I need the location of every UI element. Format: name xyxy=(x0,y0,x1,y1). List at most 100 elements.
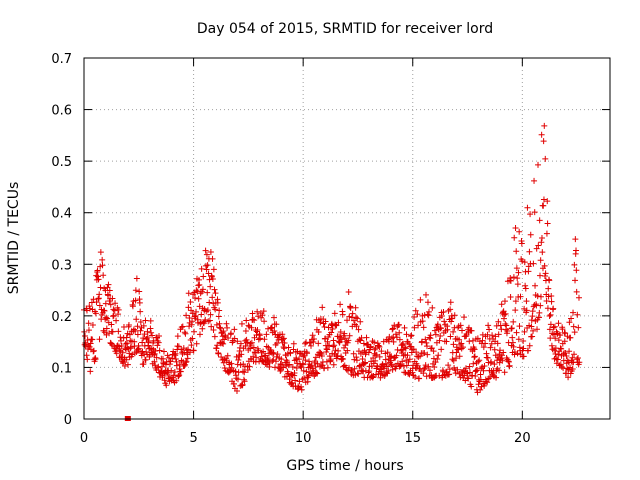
data-point xyxy=(503,322,510,329)
data-point xyxy=(259,312,266,319)
data-point xyxy=(126,331,133,338)
data-point xyxy=(447,306,454,313)
data-point xyxy=(202,247,209,254)
data-point xyxy=(438,313,445,320)
data-point xyxy=(117,334,124,341)
data-point xyxy=(322,318,329,325)
data-point xyxy=(86,303,93,310)
data-point xyxy=(182,359,189,366)
data-point xyxy=(338,336,345,343)
data-point xyxy=(191,328,198,335)
data-point xyxy=(411,314,418,321)
data-point xyxy=(250,344,257,351)
data-point xyxy=(475,358,482,365)
data-point xyxy=(502,321,509,328)
data-point xyxy=(300,367,307,374)
data-point xyxy=(353,323,360,330)
data-point xyxy=(207,283,214,290)
data-point xyxy=(457,322,464,329)
data-point xyxy=(317,349,324,356)
data-point xyxy=(425,308,432,315)
data-point xyxy=(270,356,277,363)
data-point xyxy=(238,351,245,358)
data-point xyxy=(109,295,116,302)
data-point xyxy=(204,289,211,296)
data-point xyxy=(317,319,324,326)
data-point xyxy=(403,331,410,338)
data-point xyxy=(89,321,96,328)
data-point xyxy=(346,332,353,339)
data-point xyxy=(261,336,268,343)
data-point xyxy=(210,327,217,334)
data-point xyxy=(105,281,112,288)
data-point xyxy=(521,259,528,266)
data-point xyxy=(315,328,322,335)
data-point xyxy=(559,326,566,333)
data-point xyxy=(529,313,536,320)
data-point xyxy=(337,301,344,308)
data-point xyxy=(104,315,111,322)
data-point xyxy=(273,340,280,347)
data-points xyxy=(81,122,583,421)
data-point xyxy=(447,299,454,306)
data-point xyxy=(199,286,206,293)
data-point xyxy=(518,240,525,247)
data-point xyxy=(224,324,231,331)
data-point xyxy=(401,369,408,376)
data-point xyxy=(156,332,163,339)
data-point xyxy=(570,309,577,316)
data-point xyxy=(488,358,495,365)
data-point xyxy=(489,332,496,339)
data-point xyxy=(96,336,103,343)
data-point xyxy=(554,356,561,363)
data-point xyxy=(195,295,202,302)
data-point xyxy=(87,340,94,347)
y-axis-title: SRMTID / TECUs xyxy=(6,182,22,295)
data-point xyxy=(494,340,501,347)
data-point xyxy=(96,291,103,298)
data-point xyxy=(106,287,113,294)
data-point xyxy=(510,318,517,325)
data-point xyxy=(420,324,427,331)
data-point xyxy=(558,345,565,352)
data-point xyxy=(508,325,515,332)
data-point xyxy=(492,333,499,340)
y-tick-label: 0.5 xyxy=(51,155,72,170)
data-point xyxy=(405,370,412,377)
data-point xyxy=(190,347,197,354)
data-point xyxy=(161,377,168,384)
data-point xyxy=(542,270,549,277)
data-point xyxy=(512,307,519,314)
data-point xyxy=(477,386,484,393)
data-point xyxy=(514,275,521,282)
data-point xyxy=(219,340,226,347)
data-point xyxy=(471,354,478,361)
data-point xyxy=(188,342,195,349)
data-point xyxy=(213,345,220,352)
data-point xyxy=(211,333,218,340)
data-point xyxy=(471,353,478,360)
data-point xyxy=(135,345,142,352)
data-point xyxy=(97,284,104,291)
data-point xyxy=(575,294,582,301)
data-point xyxy=(286,361,293,368)
data-point xyxy=(545,285,552,292)
data-point xyxy=(544,305,551,312)
data-point xyxy=(290,340,297,347)
data-point xyxy=(354,315,361,322)
data-point xyxy=(336,333,343,340)
data-point xyxy=(408,332,415,339)
data-point xyxy=(495,318,502,325)
data-point xyxy=(308,342,315,349)
x-tick-label: 10 xyxy=(295,431,312,446)
data-point xyxy=(437,333,444,340)
data-point xyxy=(184,355,191,362)
data-point xyxy=(168,367,175,374)
data-point xyxy=(243,317,250,324)
data-point xyxy=(116,347,123,354)
data-point xyxy=(449,315,456,322)
data-point xyxy=(252,349,259,356)
data-point xyxy=(315,340,322,347)
data-point xyxy=(360,368,367,375)
data-point xyxy=(302,340,309,347)
